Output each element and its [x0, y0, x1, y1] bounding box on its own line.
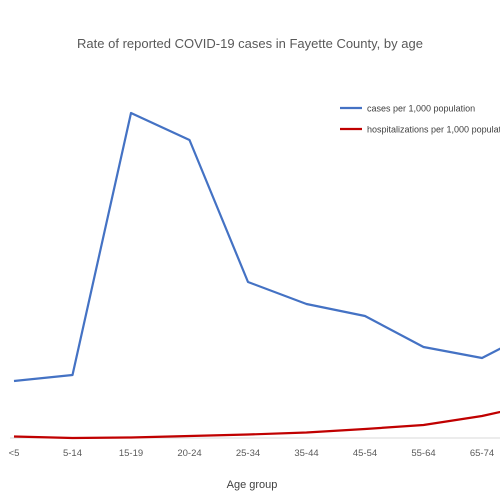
legend-label-1: cases per 1,000 population	[367, 104, 475, 114]
x-tick-label: 35-44	[294, 448, 318, 459]
x-tick-label: <5	[9, 448, 20, 459]
series-layer	[13, 111, 500, 440]
x-tick-label: 5-14	[63, 448, 82, 459]
series-line-1	[13, 111, 500, 383]
x-tick-label: 55-64	[411, 448, 435, 459]
x-axis-title: Age group	[227, 479, 278, 491]
x-tick-label: 45-54	[353, 448, 377, 459]
x-tick-label: 20-24	[177, 448, 201, 459]
series-line-2	[13, 410, 500, 440]
legend-label-2: hospitalizations per 1,000 population	[367, 125, 500, 135]
chart-title: Rate of reported COVID-19 cases in Fayet…	[77, 36, 423, 51]
x-tick-label: 25-34	[236, 448, 260, 459]
x-tick-label: 65-74	[470, 448, 494, 459]
x-tick-label: 15-19	[119, 448, 143, 459]
x-tick-labels: <5 5-14 15-19 20-24 25-34 35-44 45-54 55-64 65-7…	[9, 448, 495, 459]
legend: cases per 1,000 population hospitalizatio…	[340, 104, 500, 135]
